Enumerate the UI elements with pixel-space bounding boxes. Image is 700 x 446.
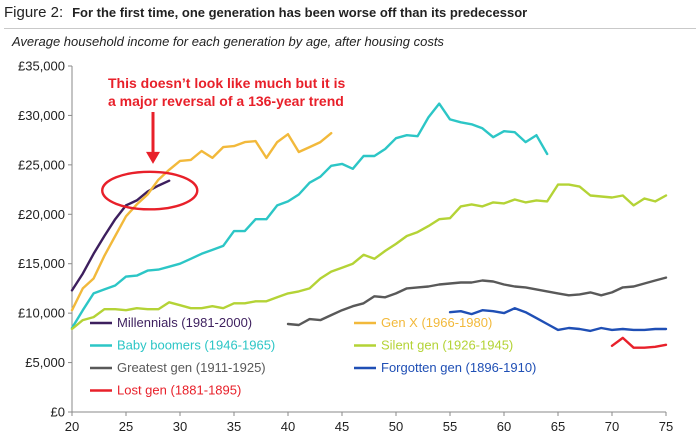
- y-tick-label: £20,000: [18, 207, 65, 222]
- x-tick-label: 70: [605, 419, 619, 434]
- y-tick-label: £25,000: [18, 157, 65, 172]
- annotation-arrow-head: [146, 151, 160, 164]
- legend-label-gen-x: Gen X (1966-1980): [381, 315, 492, 330]
- series-line-greatest-gen: [286, 276, 668, 327]
- x-tick-label: 40: [281, 419, 295, 434]
- series-line-gen-x: [70, 131, 333, 312]
- legend-label-millennials: Millennials (1981-2000): [117, 315, 252, 330]
- y-tick-label: £35,000: [18, 59, 65, 74]
- legend-label-silent-gen: Silent gen (1926-1945): [381, 338, 513, 353]
- legend-label-baby-boomers: Baby boomers (1946-1965): [117, 338, 275, 353]
- x-tick-label: 25: [119, 419, 133, 434]
- x-tick-label: 20: [65, 419, 79, 434]
- series-line-baby-boomers: [70, 102, 549, 330]
- legend-label-forgotten-gen: Forgotten gen (1896-1910): [381, 360, 536, 375]
- x-tick-label: 30: [173, 419, 187, 434]
- y-tick-label: £30,000: [18, 108, 65, 123]
- annotation: This doesn’t look like much but it is a m…: [101, 75, 345, 211]
- annotation-text-line: a major reversal of a 136-year trend: [108, 93, 344, 109]
- x-tick-label: 45: [335, 419, 349, 434]
- figure-title: For the first time, one generation has b…: [72, 5, 528, 20]
- axes: £0 £5,000 £10,000 £15,000 £20,000 £25,000 £30,…: [18, 59, 673, 435]
- series-layer: [70, 102, 668, 349]
- x-tick-label: 75: [659, 419, 673, 434]
- y-tick-label: £15,000: [18, 256, 65, 271]
- x-tick-label: 50: [389, 419, 403, 434]
- y-tick-label: £0: [51, 405, 65, 420]
- figure-subtitle: Average household income for each genera…: [12, 34, 444, 49]
- legend-label-lost-gen: Lost gen (1881-1895): [117, 383, 241, 398]
- series-line-silent-gen: [70, 183, 668, 331]
- legend: Millennials (1981-2000) Gen X (1966-1980)…: [90, 315, 536, 398]
- x-tick-label: 35: [227, 419, 241, 434]
- y-tick-label: £10,000: [18, 306, 65, 321]
- legend-label-greatest-gen: Greatest gen (1911-1925): [117, 360, 266, 375]
- series-line-lost-gen: [610, 336, 668, 349]
- series-line-forgotten-gen: [448, 307, 668, 333]
- x-tick-label: 65: [551, 419, 565, 434]
- x-tick-label: 55: [443, 419, 457, 434]
- annotation-ellipse: [101, 170, 199, 211]
- annotation-text-line: This doesn’t look like much but it is: [108, 75, 345, 91]
- figure-label: Figure 2:: [4, 4, 64, 21]
- figure-header: Figure 2: For the first time, one genera…: [4, 4, 696, 29]
- y-tick-label: £5,000: [25, 355, 65, 370]
- series-line-millennials: [70, 179, 171, 292]
- x-tick-label: 60: [497, 419, 511, 434]
